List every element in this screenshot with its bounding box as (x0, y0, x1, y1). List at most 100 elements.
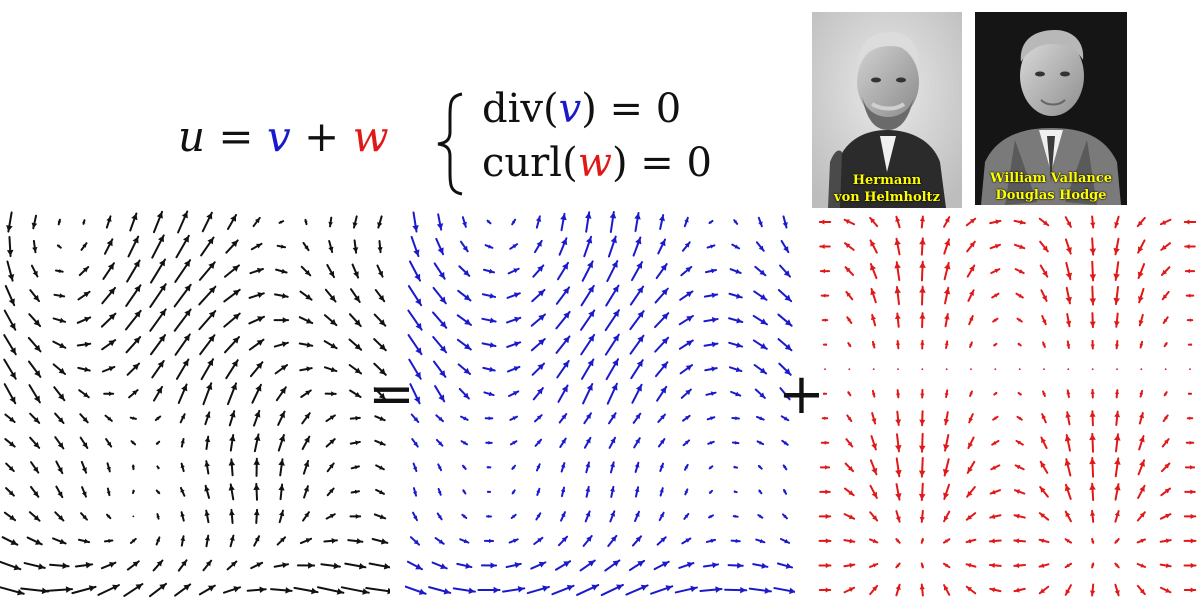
field-u-arrow (148, 582, 168, 598)
field-w-arrow (1114, 583, 1120, 597)
field-v-arrow (508, 538, 519, 544)
field-v-arrow (536, 487, 541, 496)
field-w-arrow (919, 215, 926, 229)
field-u-arrow (54, 269, 64, 274)
field-w-arrow-dot (848, 368, 851, 371)
symbol-w: w (352, 112, 389, 161)
field-u-arrow (80, 512, 88, 521)
field-v-arrow (780, 239, 790, 254)
field-u-arrow (79, 436, 89, 449)
field-v-arrow (560, 212, 567, 232)
field-w-arrow (1066, 340, 1071, 349)
field-w-arrow (819, 489, 831, 495)
field-w-arrow (1159, 538, 1172, 544)
field-v-arrow (580, 358, 595, 380)
field-u-arrow (374, 415, 386, 422)
field-v-arrow (530, 338, 546, 352)
field-w-arrow (1089, 285, 1097, 306)
field-w-arrow (965, 563, 977, 568)
field-u-arrow (299, 366, 313, 372)
field-v-arrow (600, 583, 624, 597)
field-w-arrow (918, 432, 926, 453)
field-w-arrow (895, 583, 901, 597)
field-w-arrow (1039, 264, 1049, 278)
div-suffix: ) = 0 (581, 86, 682, 132)
field-u-arrow (49, 562, 70, 570)
field-u-arrow (348, 338, 363, 351)
field-w-arrow (942, 538, 951, 544)
field-u-arrow (253, 457, 261, 477)
field-w-arrow (1064, 562, 1073, 569)
field-v-arrow (776, 562, 794, 569)
field-u-arrow (226, 382, 238, 406)
field-v-arrow (456, 338, 472, 351)
field-w-arrow (966, 264, 976, 278)
field-u-arrow (152, 210, 164, 234)
field-w-arrow-dot (897, 368, 899, 371)
field-v-arrow (657, 438, 666, 448)
field-u-arrow (301, 412, 311, 425)
field-v-arrow (780, 415, 790, 422)
field-w-arrow (1162, 414, 1169, 423)
field-u-arrow (253, 409, 261, 427)
field-v-arrow (533, 536, 544, 546)
field-u-arrow (3, 383, 17, 405)
field-w-arrow (1090, 215, 1096, 229)
field-u-arrow (200, 358, 215, 381)
field-v-arrow (580, 309, 596, 331)
field-u-arrow (202, 559, 213, 572)
field-v-arrow (629, 285, 645, 306)
field-u-arrow (173, 308, 192, 332)
field-u-arrow (0, 560, 22, 571)
field-w-arrow (869, 538, 879, 544)
field-w-arrow (1089, 260, 1097, 282)
field-u-arrow (177, 210, 189, 234)
equation-u-equals-v-plus-w: u = v + w (178, 112, 389, 161)
field-w-arrow (1113, 237, 1120, 256)
field-u-arrow (278, 509, 285, 524)
field-v-arrow (707, 440, 715, 445)
field-v-arrow (705, 391, 717, 396)
field-u-arrow (273, 293, 289, 299)
field-v-arrow (477, 586, 501, 594)
field-v-arrow (458, 387, 470, 400)
field-v-arrow (412, 211, 419, 233)
field-v-arrow (728, 317, 744, 324)
field-w-arrow (847, 342, 852, 348)
field-w-arrow (1013, 562, 1027, 569)
field-v-arrow (436, 512, 443, 521)
field-w-arrow (1136, 511, 1146, 522)
field-v-arrow (631, 383, 643, 404)
field-v-arrow (653, 560, 670, 571)
field-u-arrow (201, 211, 213, 233)
field-v-arrow (752, 562, 769, 569)
field-u-arrow (55, 460, 64, 475)
equation-div-v-zero: div(v) = 0 (482, 86, 681, 132)
field-w-arrow (1113, 261, 1120, 282)
field-u-arrow (3, 358, 17, 380)
div-prefix: div( (482, 86, 559, 132)
field-v-arrow (684, 488, 689, 496)
field-v-arrow (703, 292, 719, 299)
field-v-arrow (483, 538, 495, 544)
field-v-arrow (704, 268, 718, 274)
field-v-arrow (706, 244, 716, 249)
field-w-arrow (1137, 484, 1146, 499)
field-v-arrow (452, 587, 476, 594)
field-v-arrow (708, 489, 714, 494)
field-v-arrow (431, 561, 448, 570)
field-v-arrow (733, 465, 739, 469)
field-w-arrow (989, 514, 1002, 520)
field-w-arrow (871, 389, 876, 398)
field-u-arrow (53, 293, 66, 299)
field-v-arrow (511, 218, 517, 226)
field-v-arrow (535, 512, 542, 521)
field-w-arrow-dot (921, 368, 924, 371)
field-v-arrow (483, 391, 495, 397)
field-u-arrow (29, 412, 41, 424)
field-u-arrow (30, 264, 39, 278)
field-u-arrow (273, 341, 289, 348)
field-w-arrow (943, 286, 951, 305)
field-w-arrow (895, 389, 901, 399)
field-w-arrow (1113, 286, 1120, 306)
